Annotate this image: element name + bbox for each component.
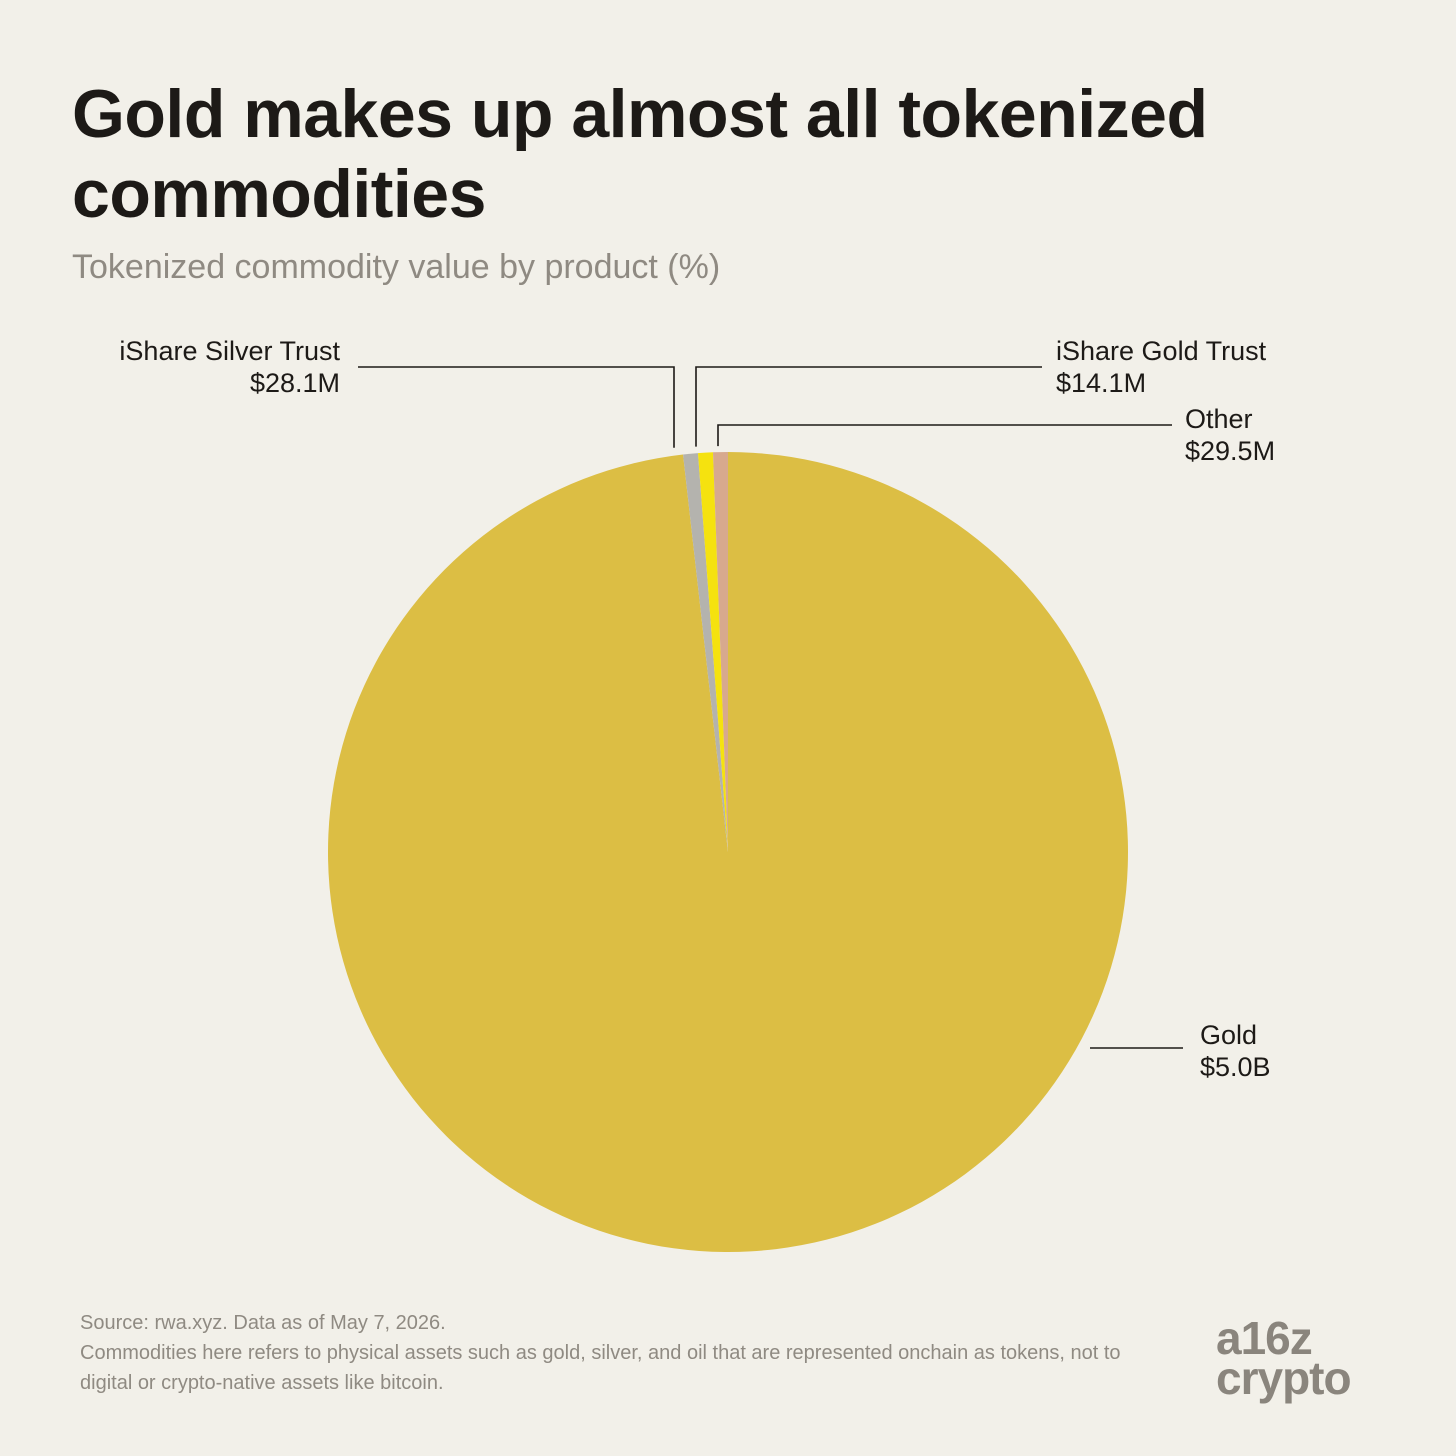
chart-title: Gold makes up almost all tokenized commo… (72, 76, 1208, 232)
slice-label-gold-name: Gold (1200, 1020, 1257, 1050)
pie-slices (327, 452, 1128, 1253)
slice-label-other-value: $29.5M (1185, 436, 1275, 466)
pie-slice-ishare-silver-trust (683, 453, 728, 852)
source-text: Source: rwa.xyz. Data as of May 7, 2026. (80, 1312, 446, 1334)
slice-label-ishare-silver-trust-name: iShare Silver Trust (119, 336, 340, 366)
pie-slice-other (712, 452, 728, 852)
source-note: Source: rwa.xyz. Data as of May 7, 2026.… (80, 1308, 1140, 1398)
leader-line-other (717, 424, 1172, 447)
logo-line-1: a16z (1216, 1312, 1313, 1364)
pie-slice-gold (327, 452, 1128, 1253)
chart-subtitle: Tokenized commodity value by product (%) (72, 248, 721, 286)
slice-label-other-name: Other (1185, 404, 1253, 434)
a16z-logo: a16z crypto (1216, 1312, 1352, 1404)
footnote-text: Commodities here refers to physical asse… (80, 1342, 1121, 1394)
pie-chart: Gold$5.0B iShare Silver Trust$28.1M iShare… (119, 336, 1275, 1253)
slice-label-ishare-gold-trust-name: iShare Gold Trust (1056, 336, 1267, 366)
slice-label-ishare-silver-trust-value: $28.1M (250, 368, 340, 398)
leader-line-ishare-gold-trust (695, 366, 1042, 447)
slice-labels: Gold$5.0B iShare Silver Trust$28.1M iShare… (119, 336, 1275, 1082)
pie-slice-ishare-gold-trust (697, 452, 728, 852)
leader-lines (358, 366, 1183, 1049)
logo-line-2: crypto (1216, 1352, 1352, 1404)
leader-line-ishare-silver-trust (358, 366, 675, 448)
slice-label-ishare-gold-trust-value: $14.1M (1056, 368, 1146, 398)
slice-label-gold-value: $5.0B (1200, 1052, 1271, 1082)
